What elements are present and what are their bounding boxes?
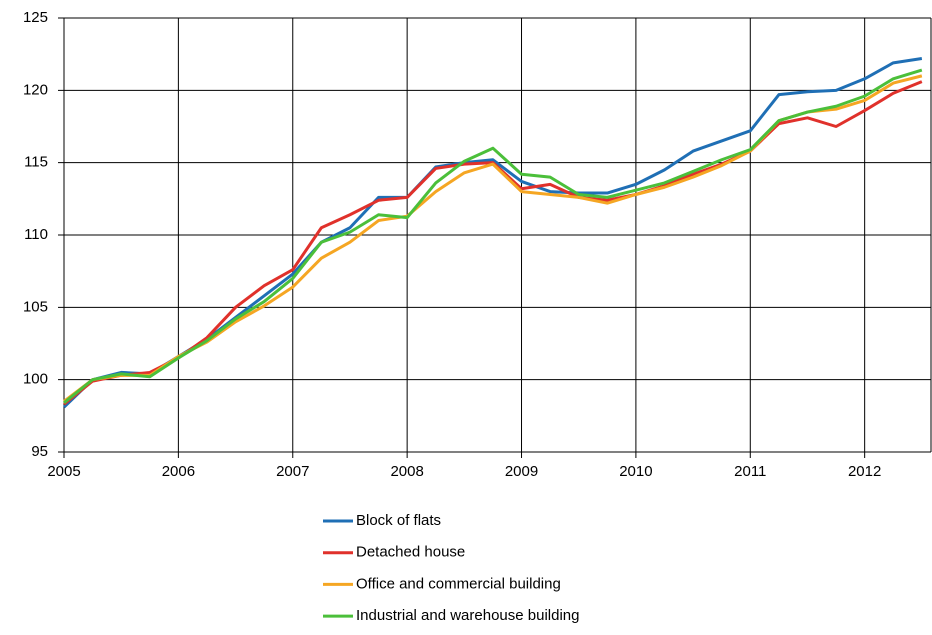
x-tick-label: 2011 [734, 463, 766, 480]
legend-label: Detached house [356, 544, 465, 561]
series-line [63, 80, 923, 406]
x-tick-label: 2009 [505, 463, 538, 480]
x-tick-label: 2012 [848, 463, 881, 480]
series-line [63, 68, 923, 404]
y-tick-label: 120 [23, 81, 48, 98]
x-tick-label: 2007 [276, 463, 309, 480]
y-tick-label: 125 [23, 9, 48, 26]
x-tick-label: 2008 [390, 463, 423, 480]
y-tick-label: 110 [24, 226, 48, 243]
y-tick-label: 105 [23, 298, 48, 315]
series-line [63, 74, 923, 403]
legend-label: Office and commercial building [356, 575, 561, 592]
y-tick-label: 95 [31, 443, 48, 460]
x-tick-label: 2006 [162, 463, 195, 480]
y-tick-label: 115 [24, 154, 48, 171]
series-line [62, 57, 923, 409]
x-tick-label: 2010 [619, 463, 652, 480]
legend-label: Block of flats [356, 512, 441, 529]
y-tick-label: 100 [23, 371, 48, 388]
legend-label: Industrial and warehouse building [356, 607, 579, 624]
x-tick-label: 2005 [47, 463, 80, 480]
